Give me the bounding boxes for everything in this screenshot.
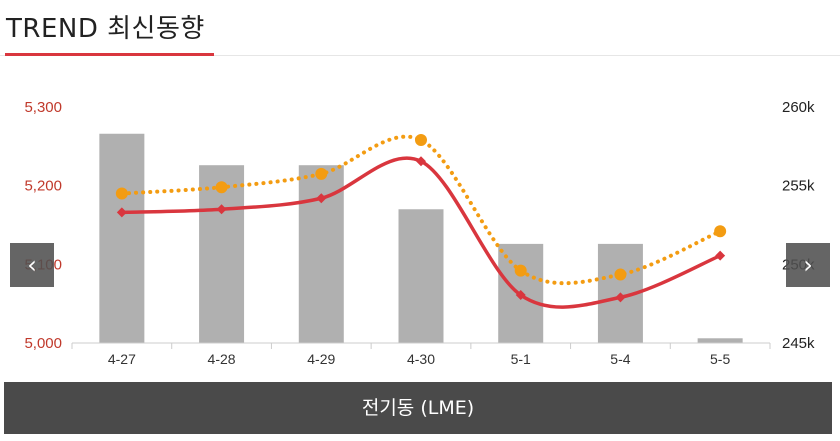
bar	[99, 133, 145, 343]
y-right-tick-label: 260k	[782, 99, 815, 116]
page-title: TREND 최신동향	[6, 14, 205, 44]
y-left-tick-label: 5,200	[24, 178, 62, 195]
bar	[398, 209, 444, 343]
point-marker-circle	[614, 268, 627, 281]
y-right-tick-label: 255k	[782, 178, 815, 195]
footer-label: 전기동 (LME)	[361, 397, 475, 419]
point-marker-circle	[415, 134, 427, 147]
point-marker-circle	[514, 264, 527, 277]
point-marker-diamond	[216, 204, 227, 215]
bar	[199, 165, 245, 343]
x-tick-label: 4-27	[108, 351, 136, 367]
x-tick-label: 4-30	[407, 351, 435, 367]
header-divider	[0, 55, 840, 56]
prev-button[interactable]: ‹	[10, 243, 54, 287]
point-marker-diamond	[515, 290, 526, 301]
point-marker-diamond	[715, 250, 726, 261]
x-tick-label: 5-5	[710, 351, 730, 367]
y-left-tick-label: 5,300	[24, 99, 62, 116]
title-underline	[5, 53, 214, 56]
y-right-tick-label: 245k	[782, 335, 815, 352]
point-marker-circle	[215, 181, 228, 194]
point-marker-diamond	[416, 156, 426, 167]
point-marker-diamond	[615, 292, 626, 303]
point-marker-circle	[315, 167, 328, 180]
point-marker-diamond	[116, 207, 127, 218]
metal-selector-bar[interactable]: 전기동 (LME)	[4, 382, 832, 434]
chevron-right-icon: ›	[803, 251, 813, 279]
x-tick-label: 5-4	[610, 351, 630, 367]
header: TREND 최신동향	[0, 0, 840, 60]
trend-chart: 5,0005,1005,2005,300245k250k255k260k4-27…	[24, 99, 815, 367]
x-tick-label: 4-29	[307, 351, 335, 367]
point-marker-circle	[115, 187, 128, 200]
x-tick-label: 5-1	[511, 351, 531, 367]
y-left-tick-label: 5,000	[24, 335, 62, 352]
bar	[697, 338, 743, 343]
x-tick-label: 4-28	[208, 351, 236, 367]
chevron-left-icon: ‹	[27, 251, 37, 279]
point-marker-circle	[714, 225, 727, 238]
next-button[interactable]: ›	[786, 243, 830, 287]
point-marker-diamond	[316, 193, 327, 204]
